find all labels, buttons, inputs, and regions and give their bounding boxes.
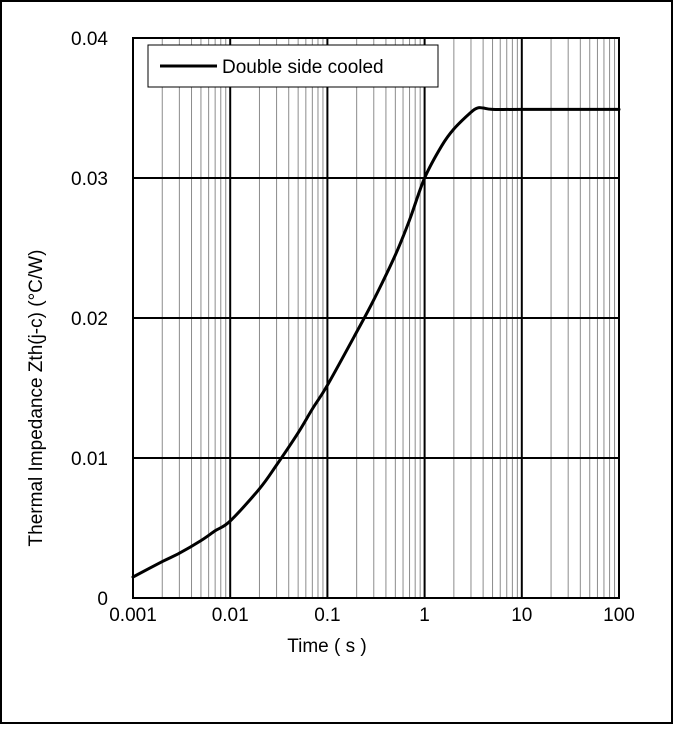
legend-label-double-side-cooled: Double side cooled — [222, 57, 384, 78]
y-tick-label: 0.01 — [71, 449, 108, 470]
x-tick-label: 0.01 — [212, 605, 249, 626]
y-tick-label: 0.04 — [71, 29, 108, 50]
y-tick-label: 0 — [97, 589, 108, 610]
series-layer — [131, 106, 621, 579]
x-axis-tick-labels: 0.001 0.01 0.1 1 10 100 — [109, 605, 635, 626]
x-tick-label: 10 — [511, 605, 532, 626]
plot-area-border — [132, 37, 620, 599]
y-tick-label: 0.03 — [71, 169, 108, 190]
x-tick-label: 100 — [603, 605, 635, 626]
x-axis-title: Time ( s ) — [287, 636, 367, 657]
x-tick-label: 0.001 — [109, 605, 157, 626]
series-line-double-side-cooled — [131, 106, 621, 579]
legend: Double side cooled — [147, 44, 439, 88]
y-axis-tick-labels: 0 0.01 0.02 0.03 0.04 — [71, 29, 108, 610]
x-tick-label: 0.1 — [314, 605, 340, 626]
y-axis-title: Thermal Impedance Zth(j-c) (°C/W) — [26, 250, 47, 547]
x-tick-label: 1 — [419, 605, 430, 626]
y-tick-label: 0.02 — [71, 309, 108, 330]
